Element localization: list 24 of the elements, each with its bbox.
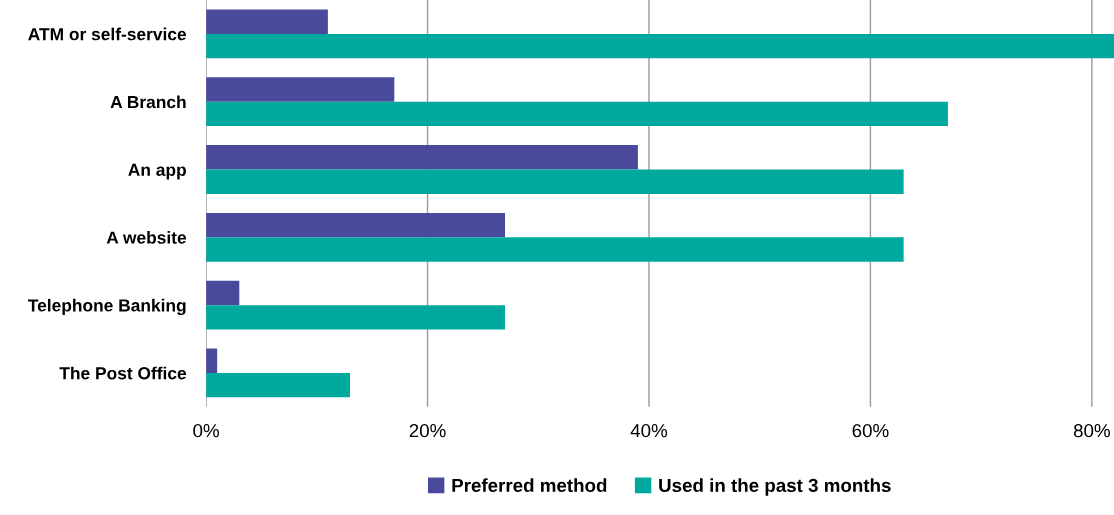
y-tick-label: An app [128, 163, 186, 180]
bar [206, 77, 395, 102]
legend-label: Preferred method [452, 478, 607, 493]
legend-label: Used in the past 3 months [659, 478, 891, 496]
y-tick-label: ATM or self-service [28, 27, 187, 41]
x-tick-label: 40% [630, 424, 668, 438]
bar [206, 169, 904, 194]
bar [206, 9, 328, 34]
bar [206, 280, 240, 306]
x-tick-label: 80% [1073, 424, 1110, 438]
bar [206, 305, 506, 330]
bar [206, 212, 506, 238]
y-tick-label: The Post Office [59, 366, 187, 380]
y-tick-label: Telephone Banking [28, 298, 186, 316]
bar [206, 33, 1114, 59]
bar [206, 372, 351, 398]
x-tick-label: 0% [193, 424, 219, 438]
y-tick-label: A website [106, 231, 187, 244]
x-tick-label: 20% [409, 424, 446, 438]
bar [206, 145, 638, 170]
bar [206, 101, 948, 127]
x-tick-label: 60% [852, 424, 889, 438]
bar [206, 237, 904, 262]
y-tick-label: A Branch [110, 95, 186, 109]
